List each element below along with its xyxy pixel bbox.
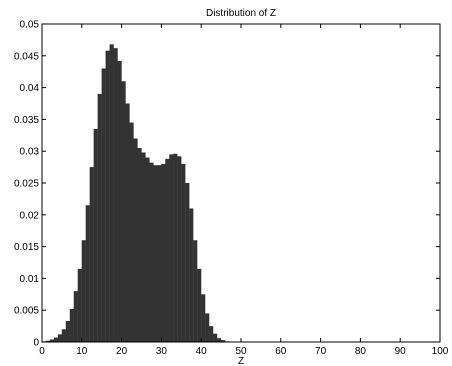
histogram-bar [157,165,162,342]
histogram-bar [101,68,106,343]
x-tick-label: 50 [235,346,247,357]
histogram-bar [113,48,118,342]
histogram-bar [129,122,134,342]
histogram-bar [153,165,158,342]
histogram-bar [177,156,182,342]
y-tick-label: 0.04 [20,83,40,94]
x-tick-label: 90 [395,346,407,357]
histogram-bar [77,268,82,342]
y-tick-label: 0.01 [20,274,40,285]
x-axis-title: Z [238,356,244,366]
y-tick-label: 0.05 [20,20,40,31]
histogram-bar [217,338,222,342]
x-axis: 0 10 20 30 40 50 60 70 80 90 100 [39,24,449,357]
x-tick-label: 10 [76,346,88,357]
histogram-bar [137,148,142,342]
histogram-bar [141,152,146,342]
histogram-bar [105,50,110,342]
histogram-bar [185,183,190,342]
histogram-bar [213,333,218,342]
histogram-bar [117,60,122,342]
histogram-bar [205,313,210,342]
x-tick-label: 40 [196,346,208,357]
histogram-bar [61,329,66,342]
histogram-bar [81,240,86,342]
histogram-bar [121,81,126,343]
histogram-bar [89,167,94,342]
histogram-bar [125,103,130,342]
histogram-bar [57,334,62,342]
histogram-bar [145,157,150,342]
y-axis: 0 0.005 0.01 0.015 0.02 0.025 0.03 0.035 0.04 0.0… [14,20,440,349]
histogram-bar [161,163,166,342]
histogram-bar [181,163,186,342]
histogram-bar [69,308,74,342]
y-tick-label: 0 [33,338,39,349]
y-tick-label: 0.005 [14,306,39,317]
histogram-bar [65,321,70,342]
histogram-bar [73,291,78,342]
histogram-bar [85,205,90,342]
x-tick-label: 70 [315,346,327,357]
histogram-bar [133,138,138,342]
x-tick-label: 30 [156,346,168,357]
histogram-bar [209,326,214,342]
x-tick-label: 100 [432,346,449,357]
histogram-bar [173,153,178,342]
x-tick-label: 80 [355,346,367,357]
histogram-bar [201,294,206,342]
histogram-bar [109,44,114,343]
x-tick-label: 0 [39,346,45,357]
histogram-bar [49,339,55,342]
y-tick-label: 0.035 [14,115,39,126]
histogram-bar [221,340,226,342]
y-tick-label: 0.03 [20,147,40,158]
chart-title: Distribution of Z [206,8,276,19]
histogram-bar [53,337,59,342]
histogram-bar [93,128,98,342]
x-tick-label: 20 [116,346,128,357]
histogram-bar [197,268,202,342]
histogram-bar [193,240,198,342]
histogram-bar [45,340,51,342]
x-tick-label: 60 [275,346,287,357]
y-tick-label: 0.02 [20,210,40,221]
y-tick-label: 0.045 [14,51,39,62]
histogram-bar [169,154,174,342]
y-tick-label: 0.025 [14,179,39,190]
histogram-bar [97,93,102,343]
bars-group [41,44,242,343]
y-tick-label: 0.015 [14,242,39,253]
histogram-bar [189,208,194,342]
histogram-bar [165,158,170,342]
histogram-bar [149,162,154,342]
